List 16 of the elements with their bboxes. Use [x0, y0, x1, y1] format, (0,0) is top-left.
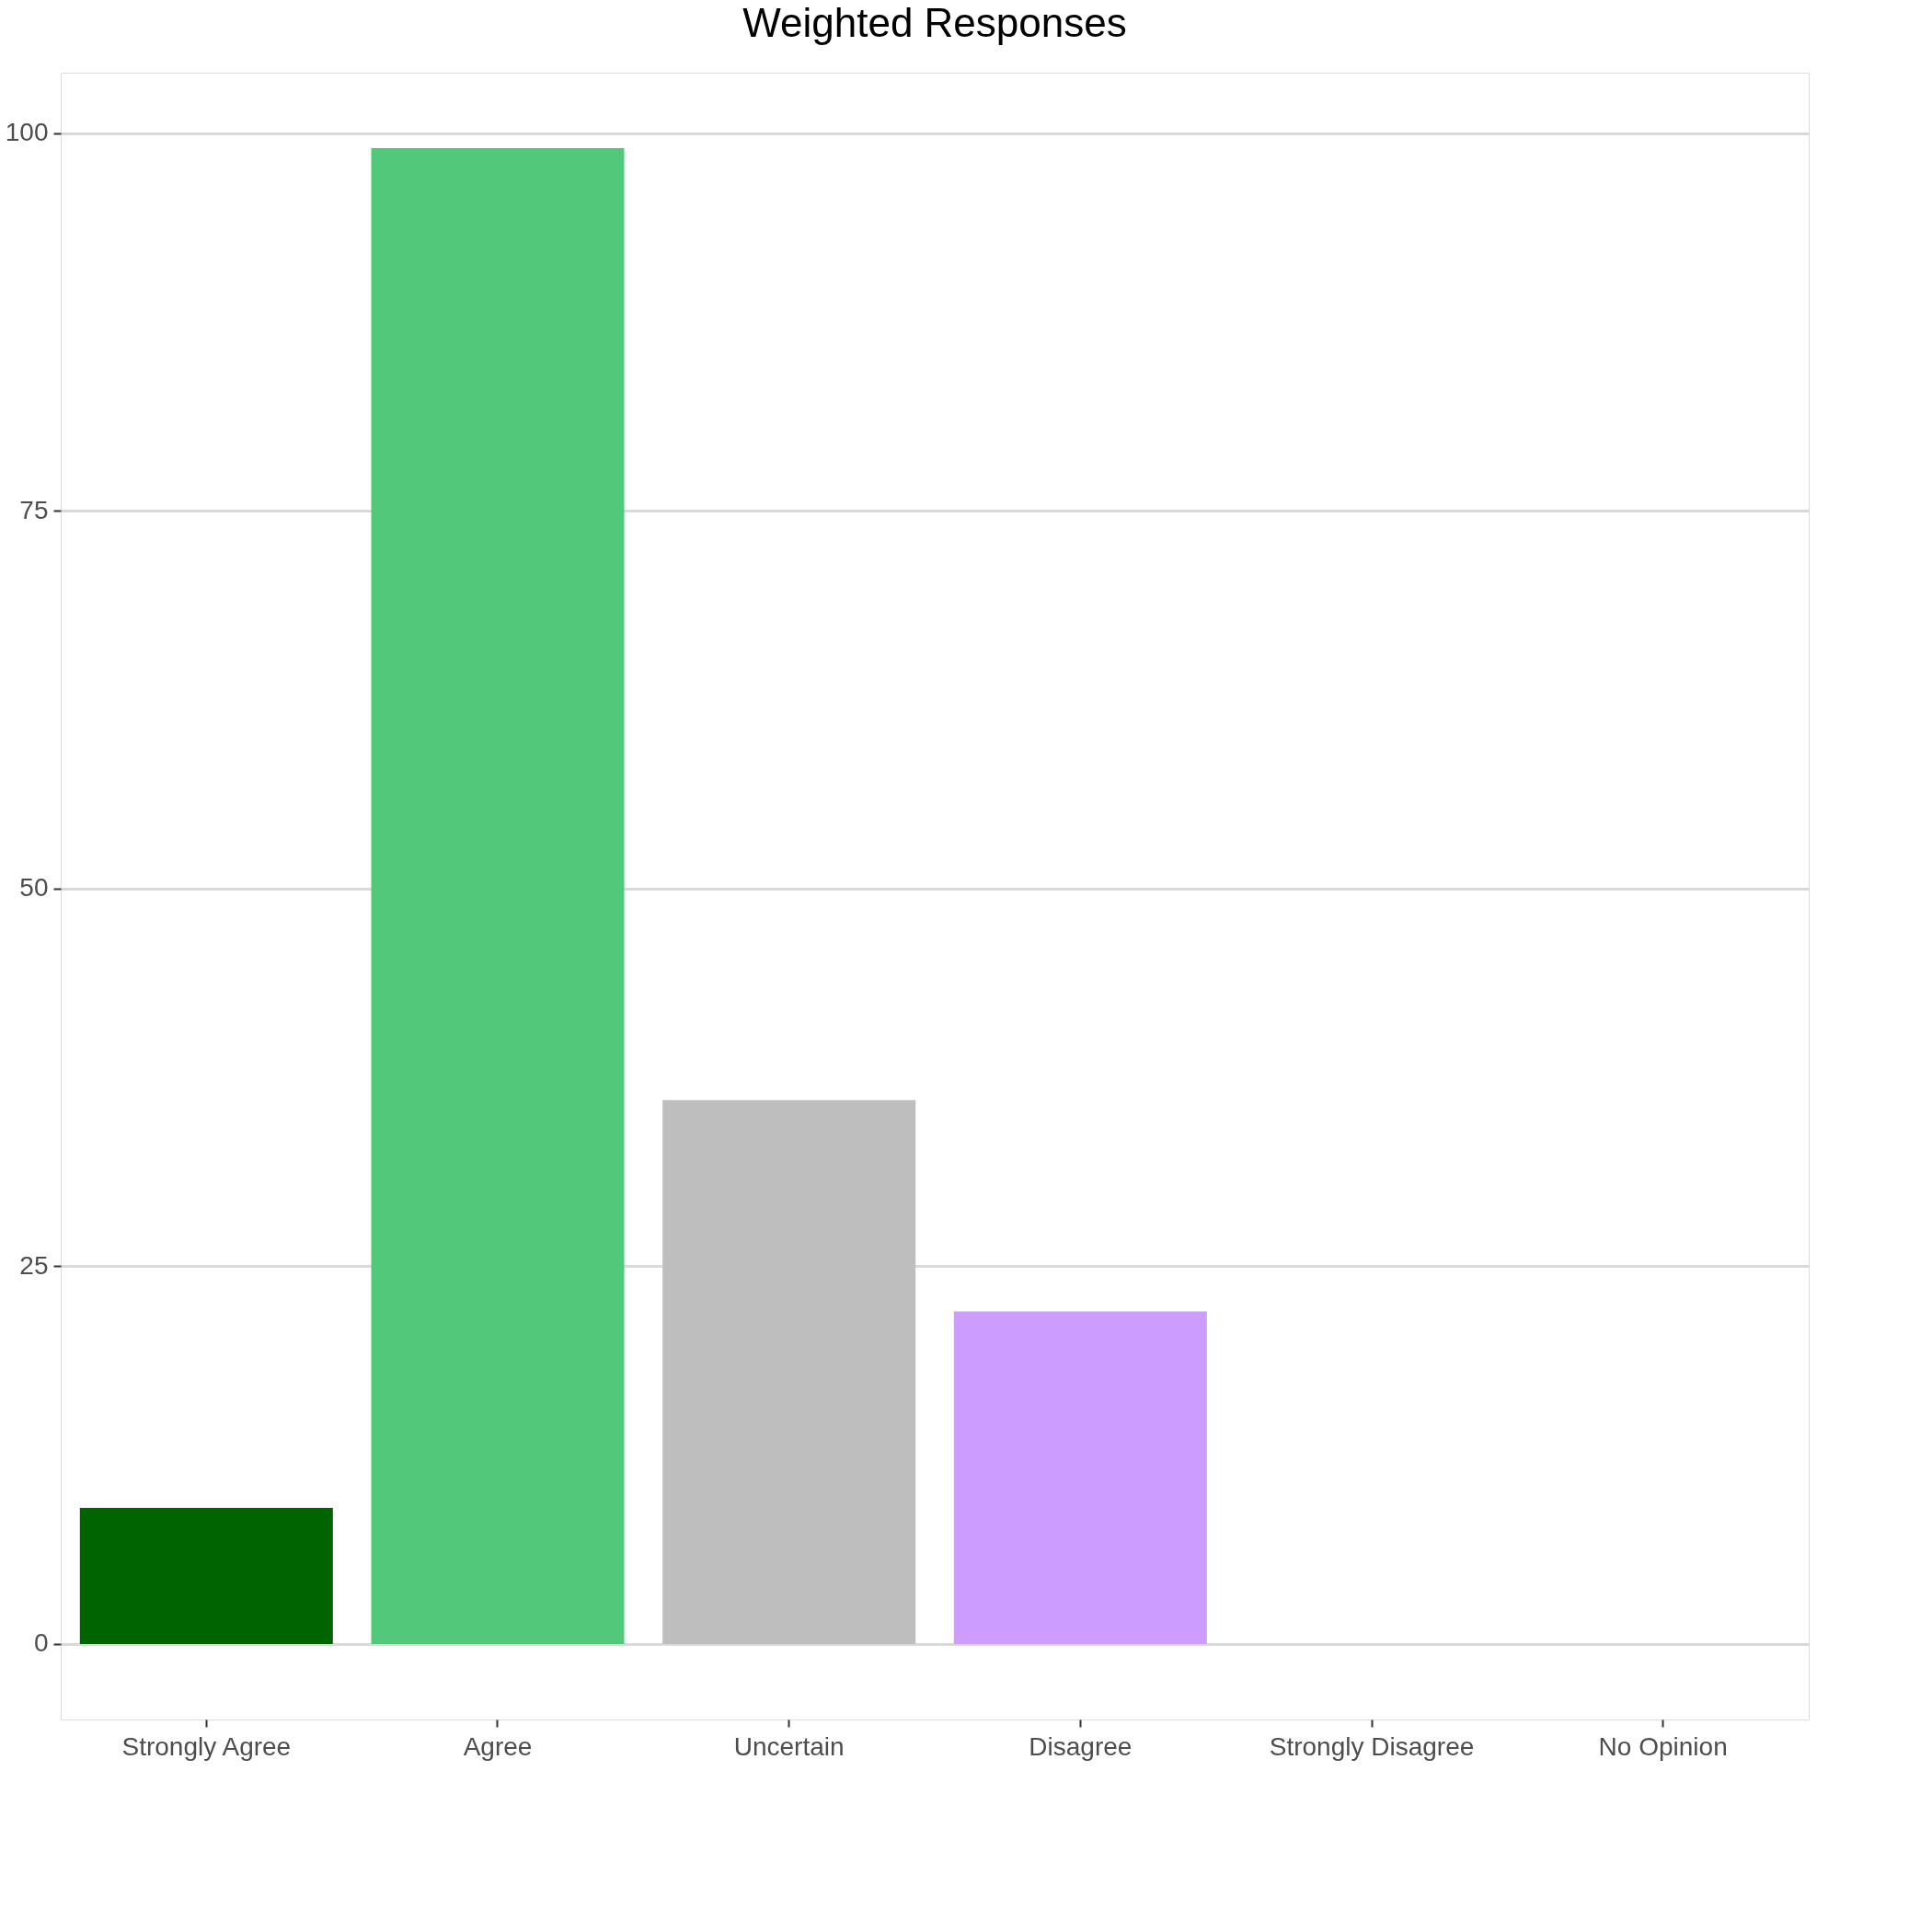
x-tick-label: Uncertain	[733, 1731, 845, 1761]
x-tick-label: No Opinion	[1598, 1731, 1728, 1761]
y-tick-label: 100	[5, 118, 49, 147]
x-tick-label: Strongly Agree	[121, 1731, 292, 1761]
y-tick-label: 25	[19, 1250, 49, 1280]
bar	[79, 1508, 333, 1644]
x-tick-label: Agree	[463, 1731, 533, 1761]
bar	[662, 1099, 916, 1644]
y-tick-label: 0	[33, 1628, 49, 1658]
bar	[953, 1311, 1207, 1644]
bar	[371, 148, 625, 1644]
x-tick-label: Disagree	[1029, 1731, 1133, 1761]
y-tick-label: 75	[19, 495, 49, 524]
chart-title: Weighted Responses	[742, 0, 1127, 45]
x-tick-label: Strongly Disagree	[1269, 1731, 1475, 1761]
y-tick-label: 50	[19, 873, 49, 903]
